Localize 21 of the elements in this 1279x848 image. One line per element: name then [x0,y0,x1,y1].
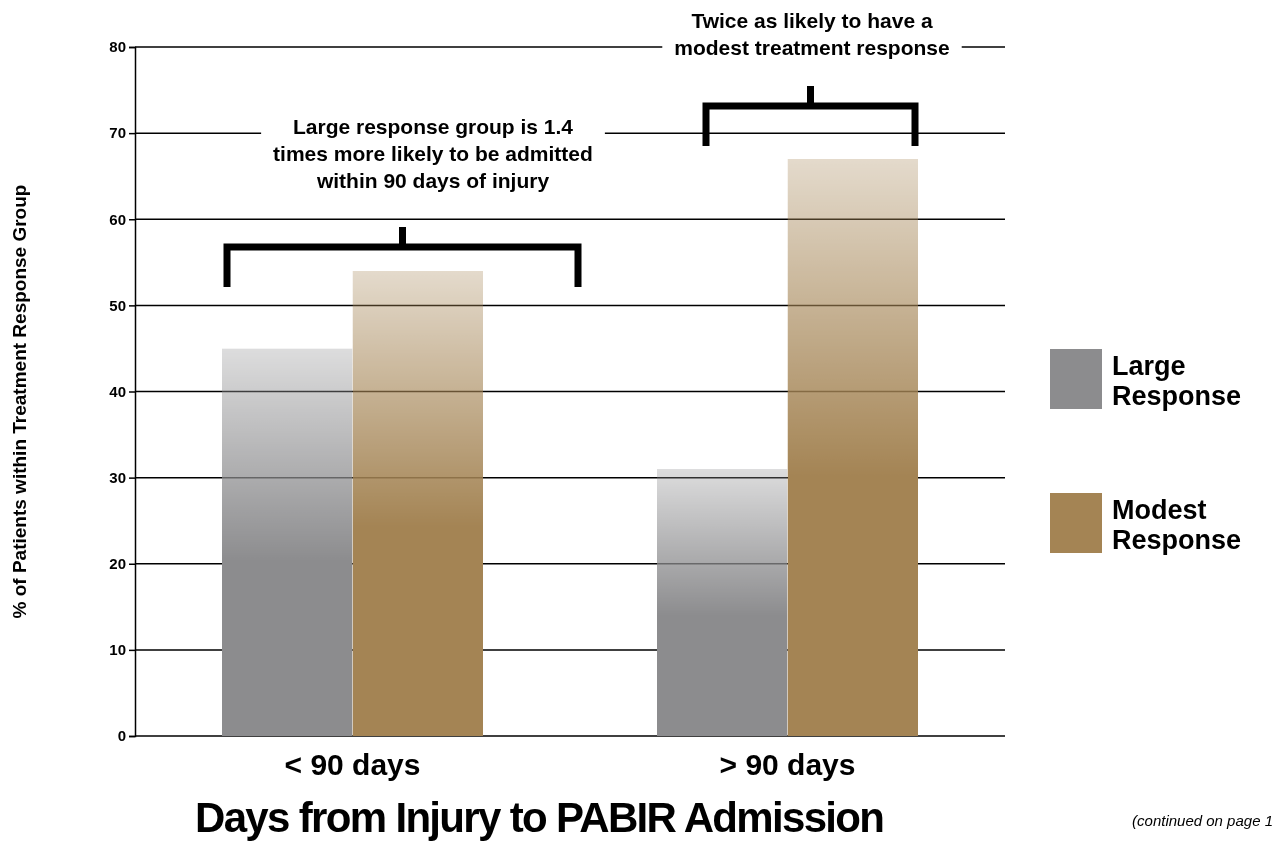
y-tick-label: 70 [109,124,126,142]
y-tick-label: 60 [109,210,126,228]
y-tick-label: 40 [109,382,126,400]
legend-label: Large Response [1112,351,1242,411]
y-tick-label: 50 [109,296,126,314]
bar [787,158,918,736]
y-tick-label: 30 [109,468,126,486]
y-tick-label: 10 [109,641,126,659]
annotation: Twice as likely to have a modest treatment response [674,9,950,59]
annotation: Large response group is 1.4 times more likely to be admitted within 90 days of injury [273,115,593,192]
legend-label: Modest Response [1112,495,1242,555]
bar [657,469,788,736]
x-tick-label: < 90 days [284,748,421,782]
y-axis-title: % of Patients within Treatment Response Group [9,184,30,619]
text: (continued on page 1 [1132,812,1273,829]
y-tick-label: 0 [117,727,126,745]
x-axis-title: Days from Injury to PABIR Admission [195,794,885,841]
bar [222,348,353,736]
y-tick-label: 20 [109,555,126,573]
x-tick-label: > 90 days [719,748,856,782]
y-tick-label: 80 [109,38,126,56]
